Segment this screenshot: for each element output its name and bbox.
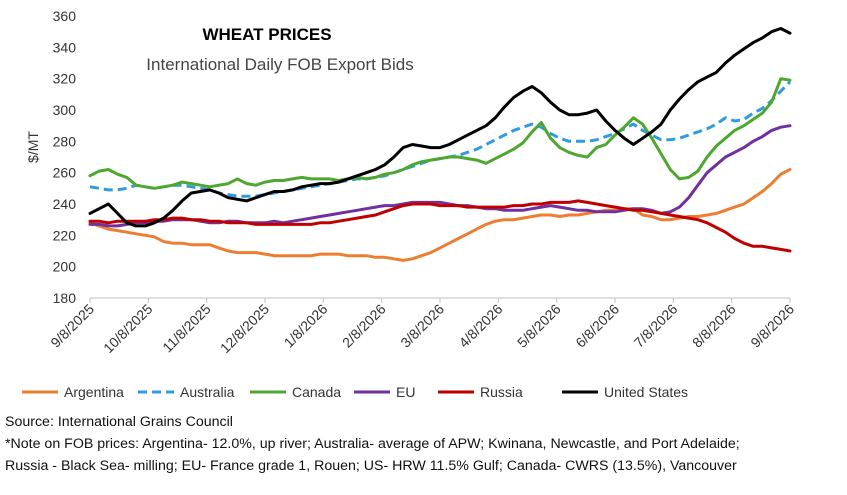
y-axis-label: $/MT [25,131,41,163]
y-tick-label: 340 [53,39,77,55]
x-tick-label: 10/8/2025 [100,301,156,357]
legend-label-russia: Russia [480,384,523,400]
x-tick-label: 9/8/2025 [47,301,97,351]
series-line-russia [88,199,792,253]
x-tick-label: 8/8/2026 [689,301,739,351]
x-tick-label: 2/8/2026 [339,301,389,351]
x-tick-label: 4/8/2026 [456,301,506,351]
y-tick-label: 220 [53,227,77,243]
series-line-canada [88,77,792,190]
source-note: Source: International Grains Council [5,414,233,430]
y-tick-label: 300 [53,102,77,118]
fob-note-line-2: Russia - Black Sea- milling; EU- France … [5,458,737,474]
y-tick-label: 280 [53,133,77,149]
series-line-argentina [88,168,792,262]
y-tick-label: 320 [53,71,77,87]
x-tick-label: 3/8/2026 [397,301,447,351]
x-tick-label: 12/8/2025 [217,301,273,357]
x-tick-label: 6/8/2026 [572,301,622,351]
legend-label-united-states: United States [604,384,688,400]
chart-subtitle: International Daily FOB Export Bids [146,55,413,74]
y-tick-label: 240 [53,196,77,212]
legend-label-argentina: Argentina [64,384,124,400]
legend-label-canada: Canada [292,384,341,400]
x-axis: 9/8/2025 10/8/2025 11/8/2025 12/8/2025 1/8/2… [47,297,797,357]
legend-label-eu: EU [396,384,415,400]
y-axis: 180 200 220 240 260 280 300 320 340 360 [53,8,77,306]
x-tick-label: 9/8/2026 [747,301,797,351]
legend: Argentina Australia Canada EU Russia United S… [22,384,688,400]
y-tick-label: 200 [53,259,77,275]
x-tick-label: 1/8/2026 [281,301,331,351]
series-lines [88,27,792,262]
fob-note-line-1: *Note on FOB prices: Argentina- 12.0%, u… [5,436,740,452]
y-tick-label: 260 [53,165,77,181]
chart-title: WHEAT PRICES [202,25,331,44]
series-line-united-states [88,27,792,228]
legend-label-australia: Australia [180,384,235,400]
x-tick-label: 7/8/2026 [631,301,681,351]
x-tick-label: 11/8/2025 [159,301,214,356]
y-tick-label: 180 [53,290,77,306]
y-tick-label: 360 [53,8,77,24]
series-line-eu [88,124,792,228]
x-tick-label: 5/8/2026 [514,301,564,351]
